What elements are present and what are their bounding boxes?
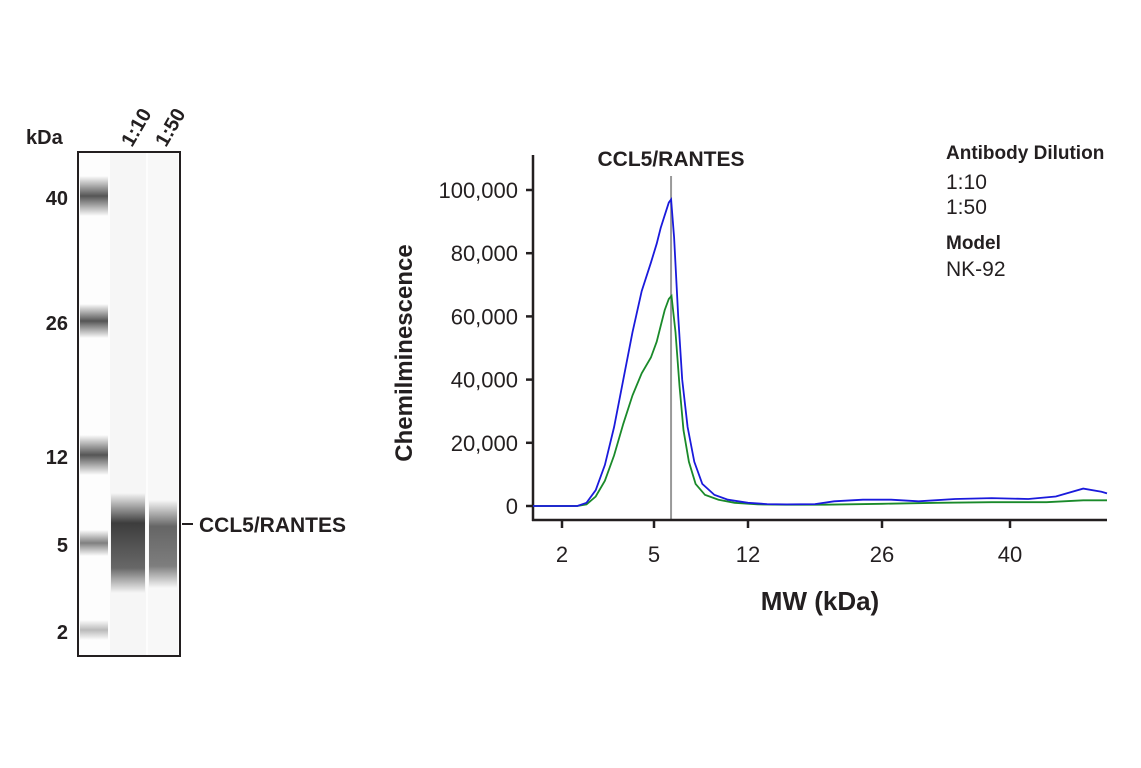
y-tick-label: 0 — [506, 494, 518, 519]
marker-label: 40 — [46, 188, 68, 210]
marker-band — [80, 304, 108, 338]
legend-entry-1-10: 1:10 — [946, 171, 987, 194]
y-tick-label: 100,000 — [438, 178, 518, 203]
x-tick-label: 2 — [556, 542, 568, 567]
chart-title: CCL5/RANTES — [597, 148, 744, 171]
marker-label: 26 — [46, 313, 68, 335]
x-tick-label: 5 — [648, 542, 660, 567]
marker-band — [80, 435, 108, 475]
legend-entry-1-50: 1:50 — [946, 196, 987, 219]
marker-label: 2 — [57, 622, 68, 644]
y-axis-label: Chemilminescence — [391, 244, 418, 461]
marker-label: 5 — [57, 535, 68, 557]
lane-label: 1:10 — [117, 105, 156, 151]
legend-model: NK-92 — [946, 258, 1006, 281]
x-axis-label: MW (kDa) — [761, 586, 879, 616]
y-tick-label: 20,000 — [451, 431, 518, 456]
marker-label: 12 — [46, 447, 68, 469]
series-line-1-10 — [533, 197, 1108, 507]
series-line-1-50 — [533, 293, 1107, 507]
x-tick-label: 26 — [870, 542, 894, 567]
marker-band — [80, 176, 108, 216]
band-label: CCL5/RANTES — [199, 514, 346, 537]
lane-label: 1:50 — [151, 105, 190, 151]
sample-band — [111, 493, 145, 593]
blot-unit-label: kDa — [26, 127, 64, 149]
sample-band — [149, 500, 177, 588]
legend-title: Antibody Dilution — [946, 143, 1104, 164]
y-tick-label: 40,000 — [451, 368, 518, 393]
x-tick-label: 40 — [998, 542, 1022, 567]
marker-band — [80, 530, 108, 556]
legend-model-title: Model — [946, 233, 1001, 254]
marker-band — [80, 620, 108, 640]
y-tick-label: 60,000 — [451, 304, 518, 329]
x-tick-label: 12 — [736, 542, 760, 567]
chart: CCL5/RANTES 0 20,000 40,000 60,000 80,000 100… — [391, 143, 1108, 616]
legend: Antibody Dilution 1:10 1:50 Model NK-92 — [946, 143, 1104, 281]
y-tick-label: 80,000 — [451, 241, 518, 266]
